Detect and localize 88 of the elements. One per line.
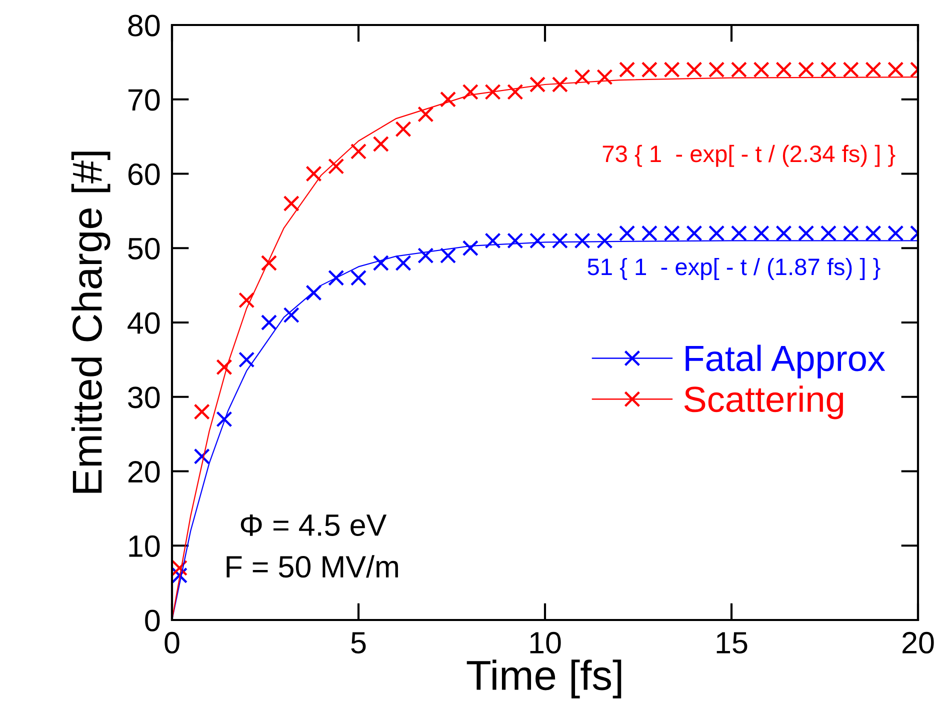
- point: [418, 248, 434, 264]
- y-tick-label: 20: [128, 460, 160, 483]
- point: [418, 106, 434, 122]
- x-axis-title: Time [fs]: [466, 660, 622, 698]
- point: [462, 84, 478, 100]
- point: [730, 62, 748, 78]
- x-tick-label: 5: [351, 632, 366, 654]
- point: [552, 76, 568, 93]
- y-tick-label: 50: [128, 238, 160, 260]
- point: [798, 62, 814, 78]
- point: [440, 91, 456, 108]
- annotation: F = 50 MV/m: [226, 555, 398, 578]
- point: [664, 62, 680, 78]
- point: [865, 225, 882, 242]
- annotation: 73 { 1 - exp[ - t / (2.34 fs) ] }: [602, 144, 896, 167]
- point: [260, 254, 278, 272]
- y-axis-title: Emitted Charge [#]: [71, 152, 110, 493]
- point: [372, 254, 389, 272]
- point: [172, 560, 188, 576]
- point: [596, 232, 613, 249]
- annotation: 51 { 1 - exp[ - t / (1.87 fs) ] }: [588, 258, 880, 280]
- point: [552, 232, 568, 249]
- y-tick-label: 30: [128, 386, 160, 408]
- point: [574, 69, 590, 86]
- point: [328, 270, 344, 286]
- point: [529, 232, 546, 249]
- y-tick-label: 80: [128, 14, 160, 36]
- point: [283, 195, 300, 212]
- x-tick-label: 15: [716, 632, 748, 654]
- x-tick-label: 10: [530, 632, 561, 654]
- point: [350, 143, 367, 160]
- point: [216, 411, 232, 428]
- point: [798, 225, 814, 242]
- point: [776, 62, 792, 78]
- point: [306, 284, 322, 301]
- point: [730, 225, 748, 242]
- y-tick-label: 10: [129, 535, 160, 557]
- point: [440, 248, 456, 264]
- point: [306, 166, 322, 182]
- point: [529, 76, 546, 93]
- point: [283, 307, 300, 324]
- point: [194, 404, 210, 420]
- point: [753, 62, 770, 78]
- point: [596, 69, 613, 86]
- point: [708, 62, 725, 78]
- point: [328, 158, 344, 174]
- point: [753, 225, 770, 242]
- y-tick-label: 60: [128, 163, 160, 186]
- y-tick-label: 40: [128, 312, 160, 334]
- point: [641, 62, 658, 78]
- point: [865, 62, 882, 78]
- y-tick-label: 0: [145, 610, 160, 632]
- point: [484, 84, 501, 100]
- point: [574, 232, 590, 249]
- point: [372, 136, 389, 152]
- legend-label: Scattering: [684, 386, 844, 420]
- point: [708, 225, 725, 242]
- point: [842, 62, 859, 78]
- point: [238, 352, 255, 368]
- point: [888, 62, 904, 78]
- point: [842, 225, 859, 242]
- y-tick-label: 70: [128, 89, 160, 111]
- point: [641, 225, 658, 242]
- point: [260, 314, 278, 331]
- point: [507, 232, 524, 249]
- x-tick-label: 0: [164, 632, 180, 654]
- point: [776, 225, 792, 242]
- point: [395, 121, 412, 138]
- point: [686, 225, 702, 242]
- annotation: Φ = 4.5 eV: [240, 514, 387, 536]
- point: [238, 292, 255, 308]
- point: [820, 62, 837, 78]
- point: [888, 225, 904, 242]
- point: [507, 84, 524, 100]
- point: [484, 232, 501, 249]
- x-tick-label: 20: [902, 632, 934, 654]
- legend-label: Fatal Approx: [686, 344, 886, 378]
- point: [686, 62, 702, 78]
- point: [619, 62, 636, 78]
- point: [194, 448, 210, 464]
- point: [820, 225, 837, 242]
- point: [395, 254, 412, 272]
- point: [350, 270, 367, 286]
- point: [664, 225, 680, 242]
- point: [172, 567, 188, 584]
- point: [619, 225, 636, 242]
- point: [216, 359, 232, 376]
- point: [462, 240, 478, 256]
